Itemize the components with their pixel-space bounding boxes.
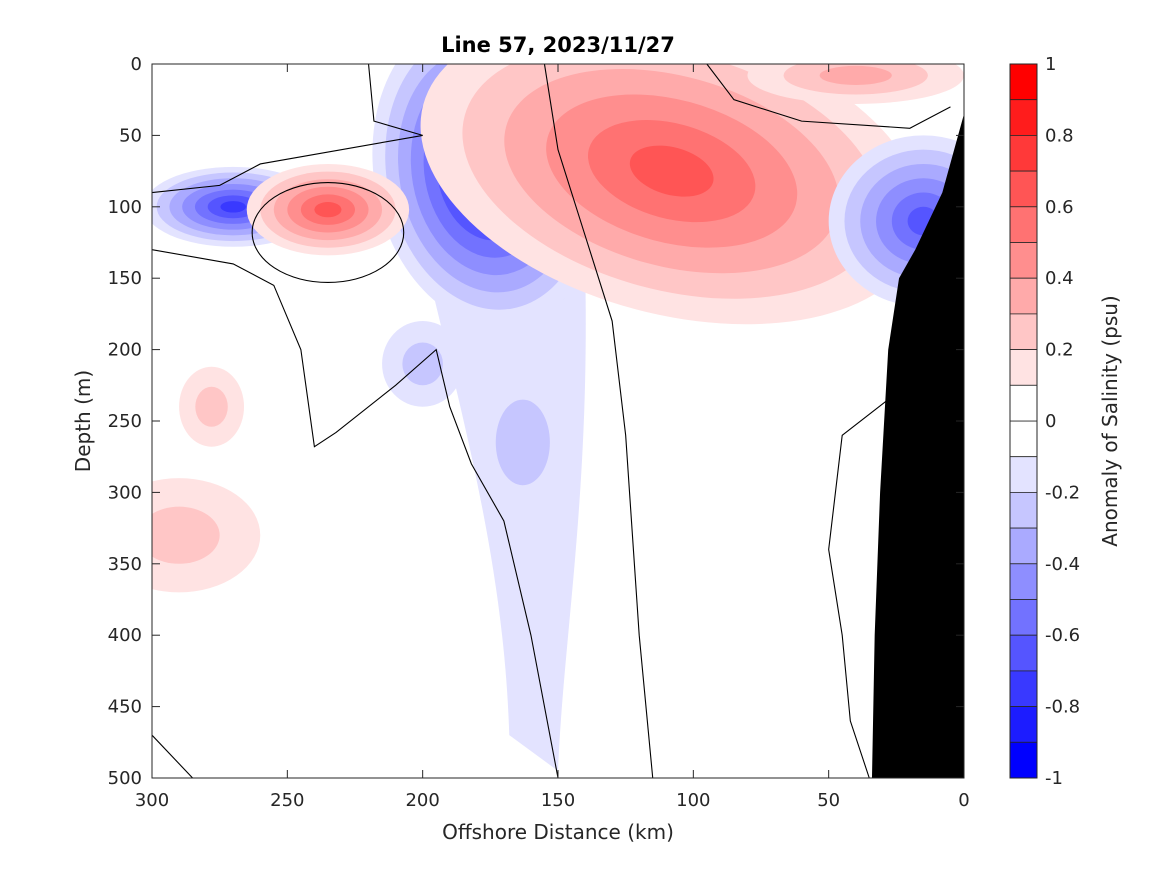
positive-anomaly-band: [819, 65, 892, 85]
negative-patch: [495, 399, 550, 486]
colorbar-swatch: [1009, 170, 1038, 208]
zero-contour-line: [152, 249, 559, 778]
colorbar-tick-label: 0.6: [1045, 197, 1074, 218]
positive-anomaly-band: [195, 386, 228, 427]
y-axis-ticks: 0 50 100 150 200 250 300 350 400 450 500: [108, 54, 964, 789]
colorbar-swatch: [1009, 313, 1038, 350]
zero-contour-loop: [251, 181, 405, 284]
colorbar-tick-label: -0.8: [1045, 697, 1080, 718]
colorbar-swatch: [1009, 384, 1038, 422]
colorbar-tick-label: -0.2: [1045, 482, 1080, 503]
positive-anomaly-band: [314, 202, 342, 218]
y-tick-label: 300: [108, 482, 142, 503]
colorbar-tick-label: 1: [1045, 54, 1056, 75]
x-tick-label: 200: [405, 790, 439, 811]
positive-anomaly-band: [629, 145, 714, 197]
colorbar-swatch: [1009, 563, 1038, 600]
colorbar-swatch: [1009, 63, 1038, 101]
colorbar: 1 0.8 0.6 0.4 0.2 0 -0.2 -0.4 -0.6 -0.8 -1: [1009, 54, 1080, 789]
x-tick-label: 0: [958, 790, 969, 811]
colorbar-swatch: [1009, 706, 1038, 743]
colorbar-swatch: [1009, 599, 1038, 636]
colorbar-swatch: [1009, 634, 1038, 672]
colorbar-swatch: [1009, 277, 1038, 315]
y-tick-label: 150: [108, 268, 142, 289]
zero-contour-lines: [152, 64, 951, 778]
x-axis-ticks: 300 250 200 150 100 50 0: [135, 64, 970, 811]
x-tick-label: 100: [676, 790, 710, 811]
colorbar-swatch: [1009, 134, 1038, 172]
zero-contour-line: [828, 399, 889, 778]
colorbar-tick-label: 0.4: [1045, 268, 1074, 289]
x-tick-label: 50: [817, 790, 840, 811]
y-tick-label: 500: [108, 768, 142, 789]
x-tick-label: 150: [541, 790, 575, 811]
y-tick-label: 50: [119, 125, 142, 146]
y-tick-label: 0: [131, 54, 142, 75]
y-tick-label: 350: [108, 554, 142, 575]
y-tick-label: 250: [108, 411, 142, 432]
bathymetry-mask: [871, 113, 964, 778]
y-tick-label: 200: [108, 340, 142, 361]
colorbar-swatch: [1009, 670, 1038, 708]
positive-anomaly-band: [152, 506, 220, 564]
chart-title: Line 57, 2023/11/27: [441, 33, 675, 57]
colorbar-swatch: [1009, 456, 1038, 493]
negative-anomaly-band: [220, 201, 246, 213]
colorbar-tick-label: 0.2: [1045, 340, 1074, 361]
x-axis-label: Offshore Distance (km): [442, 820, 674, 844]
y-tick-label: 450: [108, 697, 142, 718]
colorbar-tick-label: -0.6: [1045, 625, 1080, 646]
colorbar-swatch: [1009, 741, 1038, 779]
colorbar-tick-label: -1: [1045, 768, 1063, 789]
colorbar-tick-label: -0.4: [1045, 554, 1080, 575]
colorbar-swatch: [1009, 420, 1038, 458]
zero-contour-line: [152, 64, 423, 194]
plot-area: [152, 64, 964, 778]
x-tick-label: 250: [270, 790, 304, 811]
colorbar-swatch: [1009, 527, 1038, 565]
colorbar-swatch: [1009, 242, 1038, 279]
colorbar-swatch: [1009, 349, 1038, 386]
colorbar-label: Anomaly of Salinity (psu): [1098, 295, 1122, 546]
y-tick-label: 100: [108, 197, 142, 218]
colorbar-swatch: [1009, 99, 1038, 136]
colorbar-frame: [1009, 63, 1038, 779]
y-axis-label: Depth (m): [71, 370, 95, 472]
colorbar-tick-label: 0: [1045, 411, 1056, 432]
colorbar-tick-label: 0.8: [1045, 125, 1074, 146]
negative-tongue: [422, 249, 586, 771]
negative-anomaly-band: [402, 342, 443, 386]
x-tick-label: 300: [135, 790, 169, 811]
colorbar-swatch: [1009, 206, 1038, 243]
zero-contour-line: [152, 734, 193, 778]
contour-fill-layer: [152, 64, 964, 771]
zero-contour-line: [543, 64, 654, 778]
zero-contour-line: [706, 64, 951, 129]
y-tick-label: 400: [108, 625, 142, 646]
colorbar-swatch: [1009, 491, 1038, 529]
